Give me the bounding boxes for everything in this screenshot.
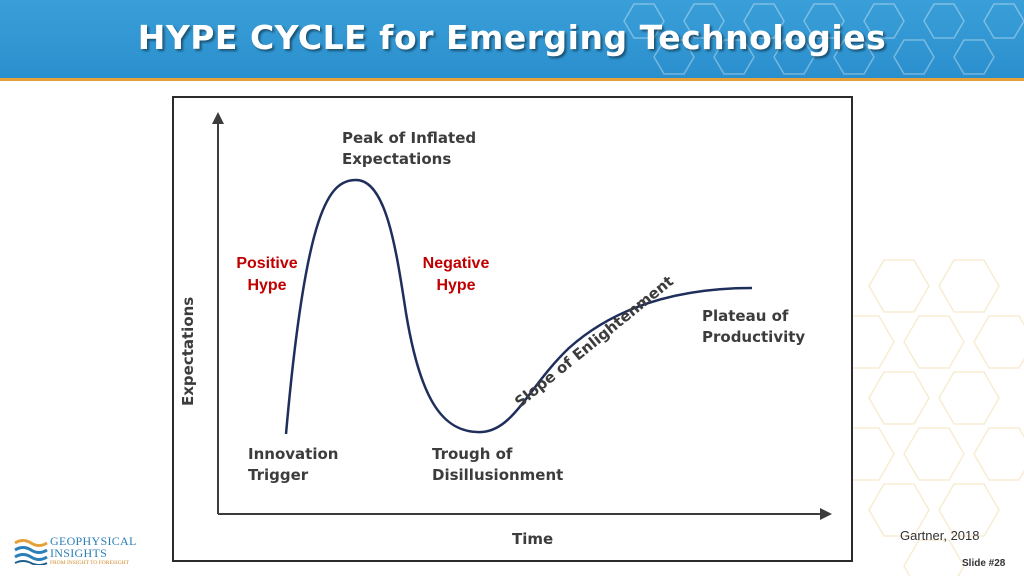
slide-number: Slide #28 xyxy=(962,558,1006,569)
positive-hype-line2: Hype xyxy=(247,277,287,294)
logo-tagline: FROM INSIGHT TO FORESIGHT xyxy=(50,560,129,566)
hexagon-background-decoration xyxy=(844,259,1024,576)
logo-name-line2: INSIGHTS xyxy=(50,546,108,560)
header-bar: HYPE CYCLE for Emerging Technologies xyxy=(0,0,1024,81)
source-citation: Gartner, 2018 xyxy=(900,528,980,543)
slide-title: HYPE CYCLE for Emerging Technologies xyxy=(137,18,887,57)
negative-hype-line1: Negative xyxy=(422,255,490,272)
positive-hype-label: Positive Hype xyxy=(236,253,298,297)
peak-label: Peak of Inflated Expectations xyxy=(342,128,476,170)
wave-logo-icon xyxy=(14,539,48,565)
innovation-trigger-line1: Innovation xyxy=(248,445,339,463)
innovation-trigger-label: Innovation Trigger xyxy=(248,444,338,486)
negative-hype-line2: Hype xyxy=(436,277,476,294)
logo-name-line1: GEOPHYSICAL xyxy=(50,534,137,548)
positive-hype-line1: Positive xyxy=(236,255,298,272)
slope-of-enlightenment-label: Slope of Enlightenment xyxy=(511,272,677,411)
plateau-label-line2: Productivity xyxy=(702,328,806,346)
x-axis-label: Time xyxy=(512,530,554,548)
hype-curve xyxy=(284,178,753,435)
hype-cycle-diagram: Slope of Enlightenment Peak of Inflated … xyxy=(172,96,853,562)
y-axis-label: Expectations xyxy=(179,296,197,406)
hexagon-pattern-decoration xyxy=(623,3,1024,75)
hype-cycle-graphic: Slope of Enlightenment xyxy=(212,112,832,520)
trough-label-line1: Trough of xyxy=(432,445,513,463)
plateau-label-line1: Plateau of xyxy=(702,307,789,325)
peak-label-line1: Peak of Inflated xyxy=(342,129,477,147)
trough-label: Trough of Disillusionment xyxy=(432,444,563,486)
y-axis-arrow xyxy=(212,112,224,124)
trough-label-line2: Disillusionment xyxy=(432,466,564,484)
peak-label-line2: Expectations xyxy=(342,150,452,168)
x-axis-arrow xyxy=(820,508,832,520)
innovation-trigger-line2: Trigger xyxy=(248,466,309,484)
geophysical-insights-logo: GEOPHYSICAL INSIGHTS FROM INSIGHT TO FOR… xyxy=(14,535,144,569)
negative-hype-label: Negative Hype xyxy=(420,253,492,297)
plateau-label: Plateau of Productivity xyxy=(702,306,805,348)
